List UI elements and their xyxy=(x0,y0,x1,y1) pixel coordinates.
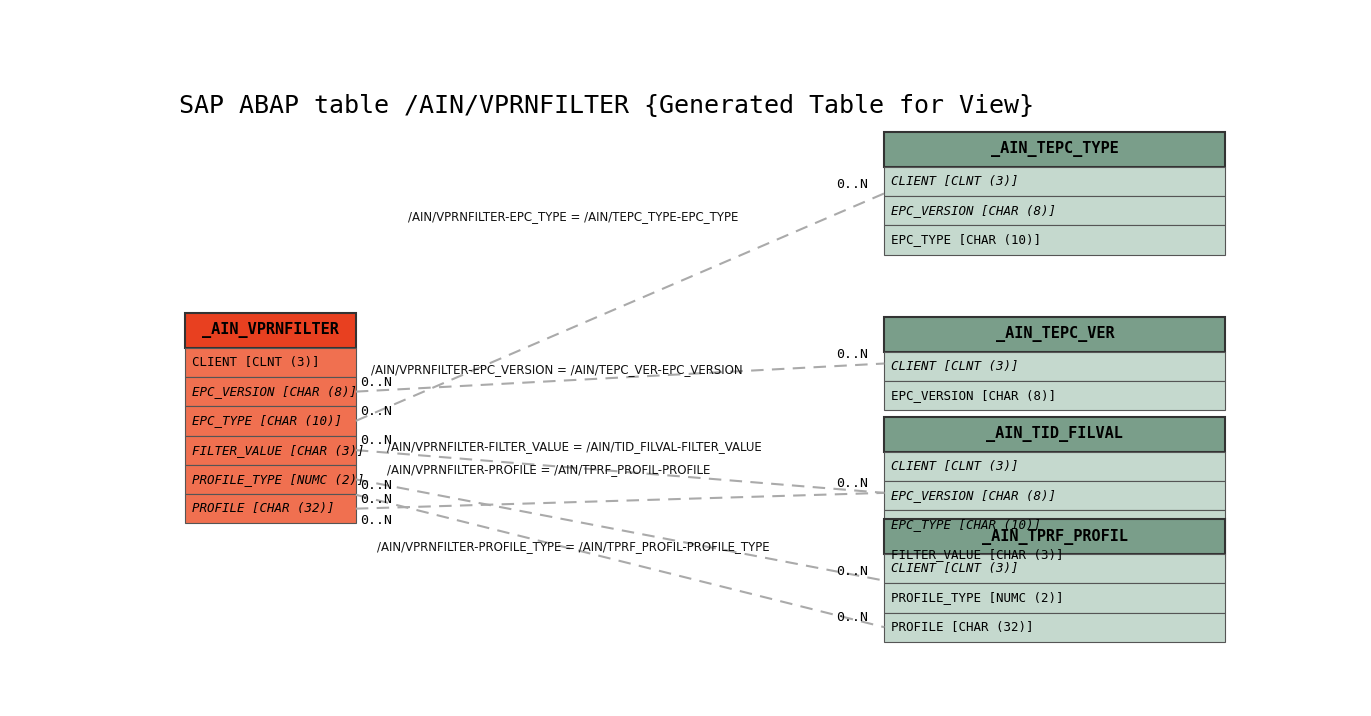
Text: 0..N: 0..N xyxy=(359,493,392,506)
Text: _AIN_VPRNFILTER: _AIN_VPRNFILTER xyxy=(202,322,339,339)
Text: PROFILE_TYPE [NUMC (2)]: PROFILE_TYPE [NUMC (2)] xyxy=(891,591,1063,604)
Text: 0..N: 0..N xyxy=(359,515,392,528)
FancyBboxPatch shape xyxy=(884,352,1226,381)
Text: /AIN/VPRNFILTER-PROFILE_TYPE = /AIN/TPRF_PROFIL-PROFILE_TYPE: /AIN/VPRNFILTER-PROFILE_TYPE = /AIN/TPRF… xyxy=(377,540,769,553)
Text: 0..N: 0..N xyxy=(836,611,868,624)
Text: EPC_TYPE [CHAR (10)]: EPC_TYPE [CHAR (10)] xyxy=(891,518,1041,531)
FancyBboxPatch shape xyxy=(185,377,356,406)
Text: PROFILE [CHAR (32)]: PROFILE [CHAR (32)] xyxy=(891,621,1034,634)
Text: 0..N: 0..N xyxy=(359,479,392,492)
FancyBboxPatch shape xyxy=(884,226,1226,255)
Text: FILTER_VALUE [CHAR (3)]: FILTER_VALUE [CHAR (3)] xyxy=(891,548,1063,561)
Text: /AIN/VPRNFILTER-EPC_TYPE = /AIN/TEPC_TYPE-EPC_TYPE: /AIN/VPRNFILTER-EPC_TYPE = /AIN/TEPC_TYP… xyxy=(407,211,738,223)
Text: FILTER_VALUE [CHAR (3)]: FILTER_VALUE [CHAR (3)] xyxy=(192,444,365,457)
Text: _AIN_TPRF_PROFIL: _AIN_TPRF_PROFIL xyxy=(982,528,1128,545)
Text: EPC_VERSION [CHAR (8)]: EPC_VERSION [CHAR (8)] xyxy=(891,204,1056,217)
Text: EPC_VERSION [CHAR (8)]: EPC_VERSION [CHAR (8)] xyxy=(192,385,356,398)
FancyBboxPatch shape xyxy=(884,584,1226,613)
FancyBboxPatch shape xyxy=(884,539,1226,569)
Text: EPC_VERSION [CHAR (8)]: EPC_VERSION [CHAR (8)] xyxy=(891,489,1056,502)
Text: EPC_TYPE [CHAR (10)]: EPC_TYPE [CHAR (10)] xyxy=(192,415,341,427)
FancyBboxPatch shape xyxy=(884,481,1226,511)
Text: CLIENT [CLNT (3)]: CLIENT [CLNT (3)] xyxy=(192,356,319,369)
FancyBboxPatch shape xyxy=(185,348,356,377)
FancyBboxPatch shape xyxy=(884,132,1226,167)
FancyBboxPatch shape xyxy=(884,381,1226,410)
FancyBboxPatch shape xyxy=(884,196,1226,226)
FancyBboxPatch shape xyxy=(884,452,1226,481)
Text: _AIN_TEPC_TYPE: _AIN_TEPC_TYPE xyxy=(991,142,1119,158)
FancyBboxPatch shape xyxy=(185,465,356,494)
Text: EPC_TYPE [CHAR (10)]: EPC_TYPE [CHAR (10)] xyxy=(891,233,1041,246)
FancyBboxPatch shape xyxy=(185,406,356,435)
Text: /AIN/VPRNFILTER-FILTER_VALUE = /AIN/TID_FILVAL-FILTER_VALUE: /AIN/VPRNFILTER-FILTER_VALUE = /AIN/TID_… xyxy=(387,440,761,453)
Text: CLIENT [CLNT (3)]: CLIENT [CLNT (3)] xyxy=(891,562,1019,575)
FancyBboxPatch shape xyxy=(884,613,1226,642)
Text: CLIENT [CLNT (3)]: CLIENT [CLNT (3)] xyxy=(891,175,1019,188)
Text: /AIN/VPRNFILTER-PROFILE = /AIN/TPRF_PROFIL-PROFILE: /AIN/VPRNFILTER-PROFILE = /AIN/TPRF_PROF… xyxy=(387,463,710,476)
FancyBboxPatch shape xyxy=(884,554,1226,584)
Text: SAP ABAP table /AIN/VPRNFILTER {Generated Table for View}: SAP ABAP table /AIN/VPRNFILTER {Generate… xyxy=(180,94,1034,117)
FancyBboxPatch shape xyxy=(884,417,1226,452)
FancyBboxPatch shape xyxy=(185,435,356,465)
Text: EPC_VERSION [CHAR (8)]: EPC_VERSION [CHAR (8)] xyxy=(891,389,1056,402)
Text: 0..N: 0..N xyxy=(836,477,868,490)
Text: PROFILE_TYPE [NUMC (2)]: PROFILE_TYPE [NUMC (2)] xyxy=(192,473,365,486)
Text: 0..N: 0..N xyxy=(359,376,392,389)
FancyBboxPatch shape xyxy=(884,167,1226,196)
Text: _AIN_TEPC_VER: _AIN_TEPC_VER xyxy=(995,326,1115,342)
Text: 0..N: 0..N xyxy=(359,435,392,448)
Text: PROFILE [CHAR (32)]: PROFILE [CHAR (32)] xyxy=(192,502,335,515)
Text: CLIENT [CLNT (3)]: CLIENT [CLNT (3)] xyxy=(891,359,1019,373)
FancyBboxPatch shape xyxy=(185,494,356,523)
FancyBboxPatch shape xyxy=(884,519,1226,554)
Text: CLIENT [CLNT (3)]: CLIENT [CLNT (3)] xyxy=(891,460,1019,473)
FancyBboxPatch shape xyxy=(884,511,1226,539)
Text: 0..N: 0..N xyxy=(836,178,868,190)
Text: 0..N: 0..N xyxy=(836,565,868,578)
Text: 0..N: 0..N xyxy=(359,405,392,418)
FancyBboxPatch shape xyxy=(185,313,356,348)
Text: 0..N: 0..N xyxy=(836,348,868,361)
Text: _AIN_TID_FILVAL: _AIN_TID_FILVAL xyxy=(987,426,1123,442)
Text: /AIN/VPRNFILTER-EPC_VERSION = /AIN/TEPC_VER-EPC_VERSION: /AIN/VPRNFILTER-EPC_VERSION = /AIN/TEPC_… xyxy=(372,363,743,376)
FancyBboxPatch shape xyxy=(884,317,1226,352)
